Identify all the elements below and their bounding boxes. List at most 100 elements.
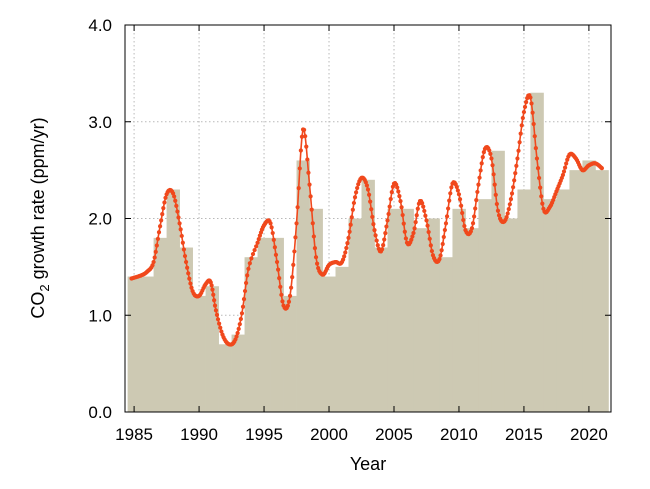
line-point: [348, 222, 353, 227]
line-point: [247, 261, 252, 266]
line-point: [182, 253, 188, 259]
line-point: [245, 273, 250, 278]
line-point: [370, 214, 375, 220]
line-point: [398, 198, 403, 204]
x-tick-label: 2005: [375, 425, 413, 444]
line-point: [287, 293, 293, 298]
line-point: [280, 299, 285, 304]
line-point: [511, 185, 516, 190]
bar-2008: [426, 218, 440, 412]
line-point: [369, 207, 374, 212]
line-point: [279, 292, 284, 297]
line-point: [396, 189, 401, 194]
line-point: [308, 194, 313, 199]
line-point: [299, 134, 305, 139]
line-point: [303, 134, 308, 139]
line-point: [441, 234, 446, 240]
line-point: [234, 334, 239, 339]
line-point: [509, 191, 515, 196]
line-point: [180, 240, 185, 245]
line-point: [540, 201, 545, 206]
line-point: [517, 140, 522, 145]
bar-2013: [491, 150, 505, 412]
y-tick-label: 1.0: [88, 306, 112, 325]
bar-2009: [439, 257, 453, 412]
line-point: [177, 221, 182, 226]
line-point: [447, 198, 452, 203]
line-point: [488, 151, 493, 157]
line-point: [421, 204, 426, 209]
line-point: [304, 144, 309, 149]
line-point: [159, 218, 164, 223]
line-point: [474, 198, 479, 203]
line-point: [374, 238, 379, 243]
line-point: [400, 212, 405, 218]
line-point: [217, 321, 222, 326]
line-point: [539, 194, 544, 199]
line-point: [239, 311, 245, 316]
line-point: [442, 227, 447, 233]
line-point: [154, 243, 159, 248]
line-point: [344, 245, 349, 251]
line-point: [340, 257, 346, 262]
line-point: [187, 276, 192, 281]
line-point: [489, 156, 494, 161]
line-point: [395, 185, 400, 190]
line-point: [487, 148, 492, 153]
line-point: [188, 281, 193, 286]
bar-2021: [595, 170, 609, 412]
line-point: [160, 212, 165, 217]
line-point: [522, 104, 528, 110]
line-point: [270, 230, 275, 236]
line-point: [175, 209, 180, 214]
line-point: [294, 221, 299, 226]
line-point: [413, 220, 418, 225]
bar-2018: [556, 189, 570, 412]
bar-2001: [335, 266, 349, 412]
line-point: [313, 255, 319, 260]
bar-2002: [348, 218, 362, 412]
bar-1993: [231, 334, 245, 412]
line-point: [495, 208, 501, 213]
line-point: [535, 166, 541, 171]
line-point: [415, 206, 420, 211]
line-point: [289, 285, 294, 290]
line-point: [564, 161, 569, 166]
bar-2012: [478, 199, 492, 412]
line-point: [449, 185, 454, 190]
line-point: [311, 234, 316, 239]
line-point: [235, 330, 240, 336]
line-point: [295, 205, 300, 210]
line-point: [477, 175, 482, 180]
x-tick-label: 2000: [310, 425, 348, 444]
line-point: [181, 247, 187, 252]
line-point: [472, 214, 477, 219]
bar-2016: [530, 92, 544, 412]
line-point: [528, 95, 533, 100]
line-point: [427, 236, 432, 241]
line-point: [469, 226, 475, 231]
line-point: [561, 169, 567, 174]
line-point: [157, 224, 163, 229]
line-point: [306, 170, 311, 175]
line-point: [454, 184, 459, 190]
line-point: [521, 109, 527, 115]
line-point: [272, 245, 277, 250]
line-point: [246, 266, 251, 271]
line-point: [307, 182, 312, 187]
line-point: [212, 303, 218, 308]
line-point: [531, 121, 536, 127]
line-point: [534, 156, 540, 161]
line-point: [514, 163, 519, 168]
bar-1986: [140, 276, 154, 412]
bar-2007: [413, 228, 427, 412]
tick-labels: 1985 1990 1995 2000 2005 2010 2015 2020 0.0 1.0 2.…: [88, 16, 607, 444]
line-point: [286, 299, 292, 304]
line-point: [162, 200, 167, 205]
line-point: [343, 250, 348, 255]
line-point: [599, 166, 605, 171]
line-point: [342, 254, 347, 259]
line-point: [381, 243, 386, 248]
line-point: [516, 148, 521, 153]
line-point: [278, 284, 283, 289]
